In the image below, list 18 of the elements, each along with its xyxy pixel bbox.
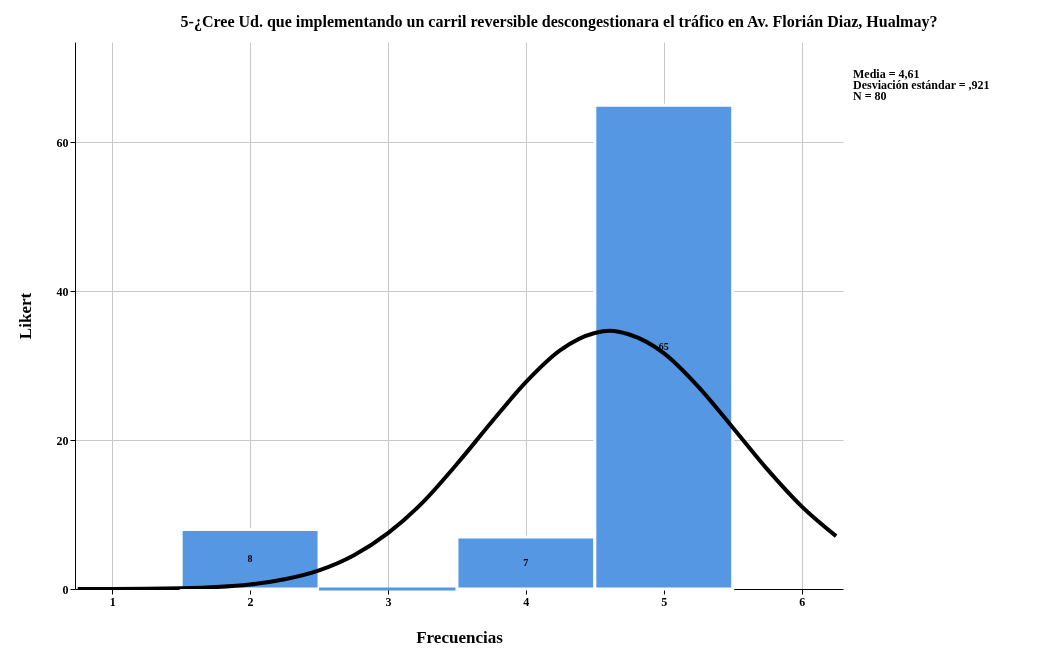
x-tick-label: 1	[109, 594, 116, 609]
x-tick-label: 3	[385, 594, 392, 609]
chart-title: 5-¿Cree Ud. que implementando un carril reversible descongestionara el tráfico en Av. Florián Diaz, Hualmay?	[180, 13, 938, 31]
y-tick-label: 40	[56, 284, 69, 299]
x-tick-label: 4	[523, 594, 530, 609]
y-tick-label: 0	[62, 582, 69, 597]
x-tick-label: 2	[247, 594, 254, 609]
y-axis-title: Likert	[15, 292, 35, 340]
y-tick-label: 60	[56, 135, 69, 150]
data-label: 8	[247, 553, 253, 565]
x-axis-title: Frecuencias	[416, 627, 504, 647]
text: Media = 4,61	[853, 67, 920, 81]
text: Desviación estándar = ,921	[853, 78, 990, 92]
x-tick-label: 6	[799, 594, 806, 609]
y-tick-label: 20	[56, 433, 69, 448]
data-label: 7	[523, 556, 529, 568]
x-tick-label: 5	[661, 594, 668, 609]
text: N = 80	[853, 89, 887, 103]
